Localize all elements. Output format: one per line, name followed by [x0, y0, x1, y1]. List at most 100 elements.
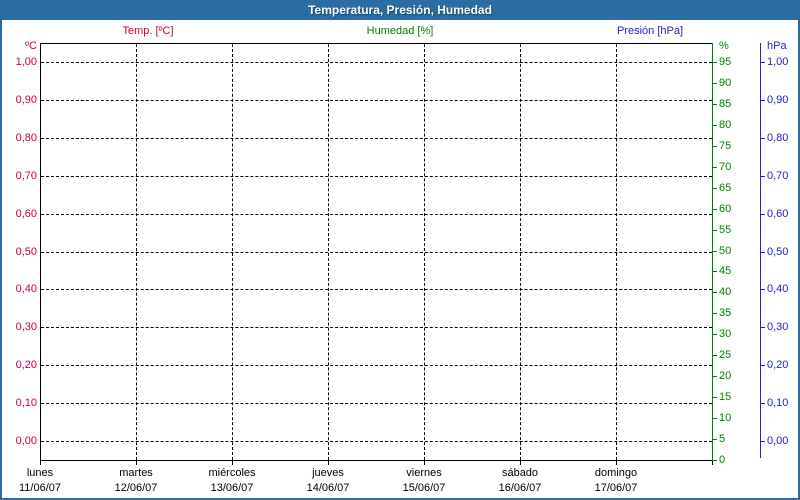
humidity-tick-label: 75	[719, 140, 732, 152]
x-axis-tick	[520, 461, 521, 465]
pressure-tick-label: 0,90	[767, 94, 789, 106]
pressure-tick	[761, 62, 765, 63]
pressure-tick-label: 1,00	[767, 56, 789, 68]
v-gridline	[424, 44, 425, 460]
humidity-tick	[713, 355, 717, 356]
x-axis-date-label: 11/06/07	[18, 482, 62, 494]
humidity-tick	[713, 62, 717, 63]
humidity-tick	[713, 334, 717, 335]
v-gridline	[520, 44, 521, 460]
x-axis-tick	[232, 461, 233, 465]
x-axis-tick	[136, 461, 137, 465]
h-gridline	[41, 441, 712, 442]
x-axis-weekday-label: miércoles	[208, 467, 256, 479]
pressure-tick-label: 0,70	[767, 170, 789, 182]
humidity-tick-label: 40	[719, 286, 732, 298]
pressure-tick-label: 0,20	[767, 359, 789, 371]
window-title: Temperatura, Presión, Humedad	[0, 0, 800, 20]
humidity-axis-unit: %	[719, 40, 729, 52]
humidity-tick	[713, 251, 717, 252]
x-axis-tick	[40, 461, 41, 465]
x-axis-date-label: 12/06/07	[114, 482, 158, 494]
x-axis-date-label: 13/06/07	[210, 482, 254, 494]
humidity-tick	[713, 376, 717, 377]
x-axis-weekday-label: viernes	[406, 467, 442, 479]
pressure-tick-label: 0,10	[767, 397, 789, 409]
pressure-tick	[761, 252, 765, 253]
humidity-tick	[713, 188, 717, 189]
temperature-tick-label: 0,30	[15, 321, 37, 333]
pressure-axis-unit: hPa	[767, 40, 787, 52]
humidity-tick	[713, 439, 717, 440]
humidity-tick-label: 95	[719, 56, 732, 68]
humidity-tick	[713, 397, 717, 398]
x-axis-weekday-label: domingo	[594, 467, 638, 479]
x-axis-weekday-label: martes	[119, 467, 153, 479]
h-gridline	[41, 289, 712, 290]
temperature-tick-label: 0,10	[15, 397, 37, 409]
humidity-tick	[713, 146, 717, 147]
legend-pressure: Presión [hPa]	[616, 25, 684, 37]
humidity-tick-label: 15	[719, 391, 732, 403]
pressure-tick-label: 0,30	[767, 321, 789, 333]
humidity-tick-label: 45	[719, 265, 732, 277]
x-axis-date-label: 14/06/07	[306, 482, 350, 494]
temperature-tick-label: 0,60	[15, 208, 37, 220]
x-axis-tick	[424, 461, 425, 465]
pressure-tick-label: 0,60	[767, 208, 789, 220]
humidity-tick	[713, 209, 717, 210]
temperature-tick-label: 0,00	[15, 435, 37, 447]
pressure-tick	[761, 365, 765, 366]
plot-border-left	[40, 43, 41, 461]
humidity-tick-label: 60	[719, 203, 732, 215]
pressure-tick-label: 0,50	[767, 246, 789, 258]
x-axis-weekday-label: jueves	[312, 467, 344, 479]
humidity-tick-label: 70	[719, 161, 732, 173]
v-gridline	[232, 44, 233, 460]
h-gridline	[41, 176, 712, 177]
humidity-tick	[713, 271, 717, 272]
x-axis-weekday-label: lunes	[26, 467, 54, 479]
humidity-tick	[713, 292, 717, 293]
humidity-tick-label: 50	[719, 245, 732, 257]
humidity-tick-label: 80	[719, 119, 732, 131]
plot-border-bottom	[40, 460, 713, 461]
pressure-tick	[761, 214, 765, 215]
v-gridline	[136, 44, 137, 460]
plot-border-top	[40, 43, 713, 44]
humidity-axis-line	[712, 43, 713, 461]
x-axis-date-label: 17/06/07	[594, 482, 638, 494]
humidity-tick	[713, 460, 717, 461]
temperature-tick-label: 0,40	[15, 283, 37, 295]
humidity-tick	[713, 313, 717, 314]
humidity-tick-label: 65	[719, 182, 732, 194]
temperature-tick-label: 0,70	[15, 170, 37, 182]
temperature-tick-label: 0,80	[15, 132, 37, 144]
pressure-tick	[761, 403, 765, 404]
h-gridline	[41, 365, 712, 366]
pressure-tick-label: 0,80	[767, 132, 789, 144]
humidity-tick-label: 10	[719, 412, 732, 424]
h-gridline	[41, 138, 712, 139]
humidity-tick	[713, 418, 717, 419]
temperature-axis-unit: ºC	[25, 40, 37, 52]
pressure-tick	[761, 176, 765, 177]
x-axis-date-label: 16/06/07	[498, 482, 542, 494]
temperature-tick-label: 0,50	[15, 246, 37, 258]
v-gridline	[616, 44, 617, 460]
humidity-tick-label: 30	[719, 328, 732, 340]
pressure-tick	[761, 138, 765, 139]
humidity-tick-label: 85	[719, 98, 732, 110]
pressure-tick	[761, 327, 765, 328]
humidity-tick	[713, 104, 717, 105]
pressure-tick	[761, 289, 765, 290]
x-axis-tick	[712, 461, 713, 465]
humidity-tick	[713, 83, 717, 84]
pressure-tick-label: 0,00	[767, 435, 789, 447]
pressure-tick-label: 0,40	[767, 283, 789, 295]
temperature-tick-label: 0,20	[15, 359, 37, 371]
humidity-tick	[713, 230, 717, 231]
h-gridline	[41, 252, 712, 253]
